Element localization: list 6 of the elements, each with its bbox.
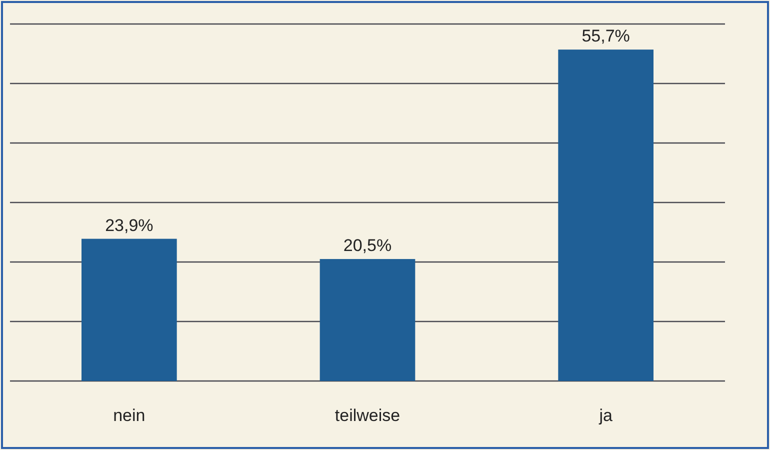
data-label: 20,5% [343, 236, 392, 256]
x-tick-label: teilweise [334, 406, 400, 426]
x-tick-label: ja [598, 406, 613, 426]
data-label: 23,9% [105, 216, 154, 235]
x-tick-label: nein [113, 406, 146, 426]
data-label: 55,7% [582, 26, 630, 46]
